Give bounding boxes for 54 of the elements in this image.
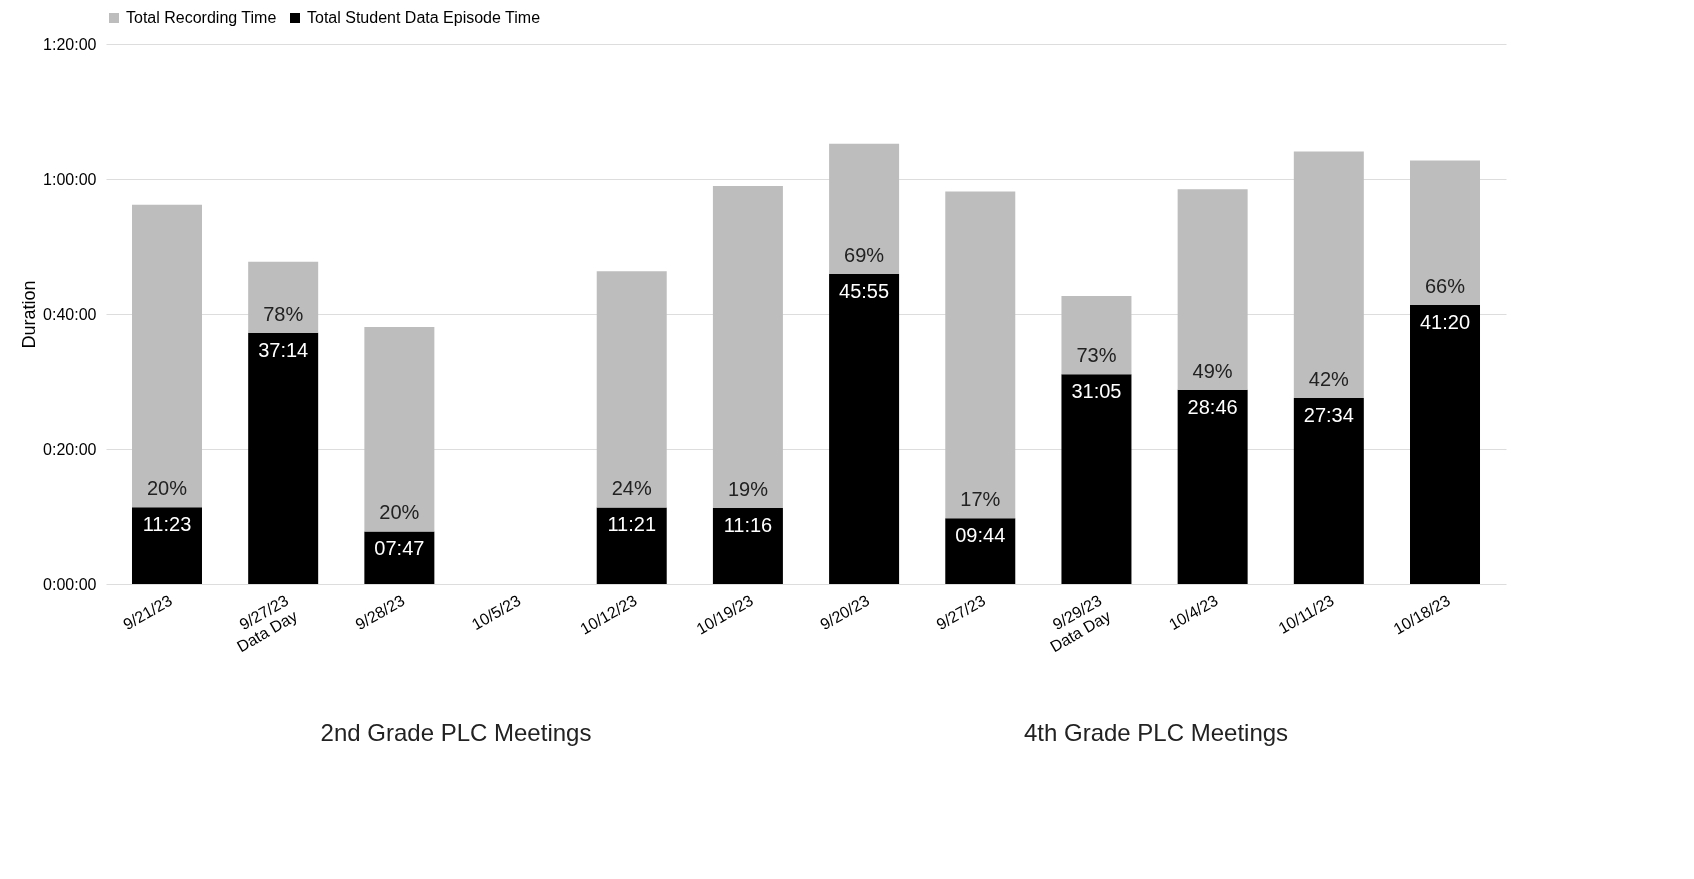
bar [132, 507, 202, 584]
bar [712, 507, 783, 584]
y-tick-label: 0:20:00 [43, 440, 97, 458]
annotation: 24% [611, 477, 652, 500]
bar [1177, 389, 1248, 584]
data-label: 37:14 [258, 338, 309, 361]
data-label: 09:44 [955, 524, 1006, 547]
y-tick-label: 1:20:00 [43, 35, 97, 53]
annotation: 73% [1076, 344, 1117, 367]
bar [945, 518, 1016, 584]
y-tick-label: 0:00:00 [43, 575, 97, 593]
annotation: 69% [844, 244, 885, 267]
bar [712, 185, 783, 508]
bar [829, 143, 900, 275]
annotation: 20% [146, 477, 188, 500]
bar [364, 531, 435, 584]
bar [596, 271, 667, 508]
y-tick-label: 0:40:00 [43, 305, 97, 323]
legend-label: Total Student Data Episode Time [307, 9, 541, 26]
bar [1293, 397, 1364, 584]
bar [364, 326, 435, 532]
bar [1293, 151, 1364, 398]
text: 4th Grade PLC Meetings [1023, 719, 1289, 746]
data-label: 27:34 [1303, 403, 1354, 426]
data-label: 11:16 [723, 513, 773, 536]
annotation: 66% [1424, 275, 1466, 297]
data-label: 41:20 [1419, 311, 1471, 333]
bar [1061, 374, 1132, 584]
bar [1061, 295, 1132, 375]
annotation: 49% [1192, 359, 1233, 382]
annotation: 20% [379, 501, 420, 524]
data-label: 45:55 [839, 280, 890, 303]
bar [945, 191, 1016, 519]
annotation: 19% [727, 477, 769, 500]
data-label: 31:05 [1071, 380, 1122, 403]
y-tick-label: 1:00:00 [43, 170, 97, 188]
text: 2nd Grade PLC Meetings [320, 719, 592, 746]
annotation: 17% [960, 488, 1001, 511]
annotation: 78% [263, 302, 304, 325]
y-axis-title: Duration [19, 280, 40, 349]
bar [1410, 305, 1480, 584]
bar [1410, 160, 1480, 305]
bar [248, 261, 319, 333]
bar [596, 507, 667, 584]
data-label: 11:21 [607, 513, 657, 536]
bar [248, 332, 319, 584]
bar [829, 274, 900, 584]
legend-label: Total Recording Time [126, 9, 277, 26]
data-label: 07:47 [374, 537, 425, 560]
bar [132, 204, 202, 508]
data-label: 28:46 [1187, 395, 1238, 418]
data-label: 11:23 [142, 513, 192, 536]
bar [1177, 189, 1248, 390]
annotation: 42% [1308, 367, 1350, 390]
